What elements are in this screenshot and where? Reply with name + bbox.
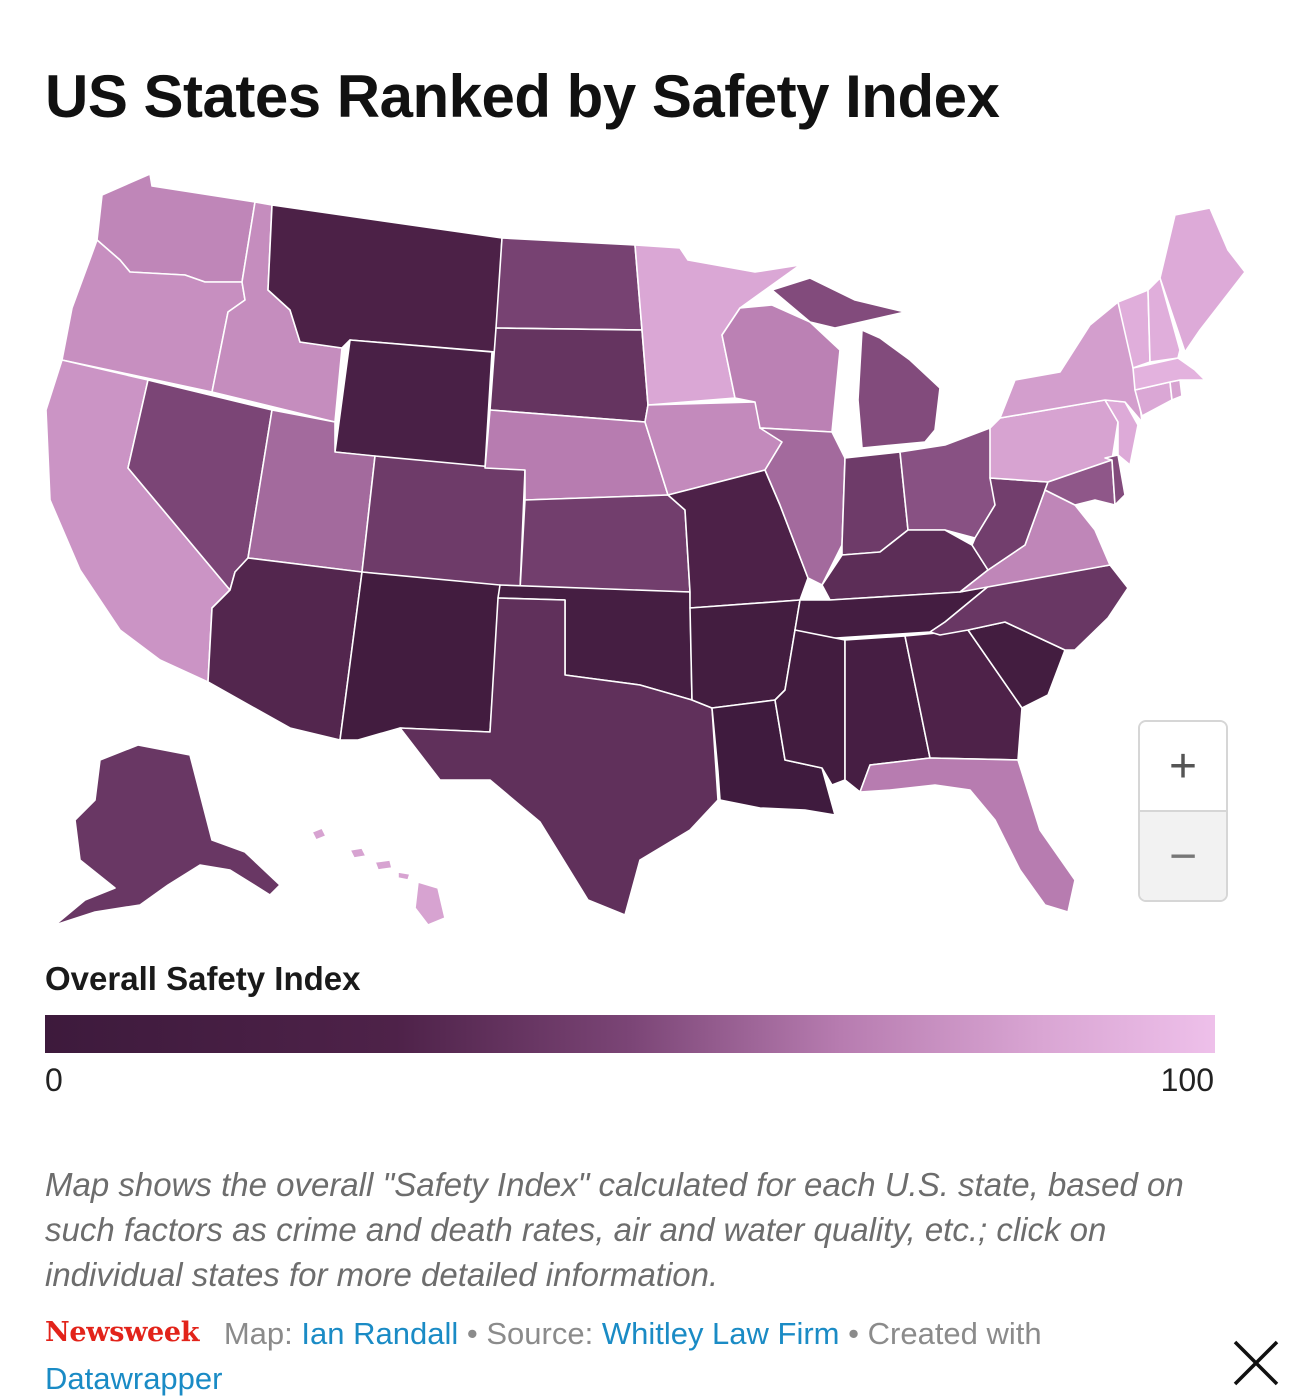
close-button[interactable] [1222,1332,1290,1394]
state-RI[interactable] [1169,379,1183,401]
us-map [0,160,1290,940]
state-FL[interactable] [859,757,1076,913]
zoom-in-button[interactable]: + [1140,722,1226,812]
state-SD[interactable] [489,327,649,423]
state-KS[interactable] [519,494,691,593]
source-link[interactable]: Whitley Law Firm [601,1316,840,1351]
state-ND[interactable] [495,237,643,331]
state-NC[interactable] [929,564,1129,651]
zoom-controls: + − [1138,720,1228,902]
close-icon [1233,1340,1279,1386]
state-OH[interactable] [899,427,996,539]
legend-min-label: 0 [45,1062,63,1098]
separator-1: • [466,1316,478,1351]
state-AK[interactable] [54,744,281,926]
newsweek-logo[interactable]: Newsweek [45,1317,200,1348]
state-TX[interactable] [399,597,719,916]
map-credit-prefix: Map: [223,1316,293,1351]
state-NH[interactable] [1147,277,1181,363]
legend-title: Overall Safety Index [45,960,361,997]
zoom-out-button[interactable]: − [1140,812,1226,900]
state-MI[interactable] [771,277,941,449]
datawrapper-link[interactable]: Datawrapper [45,1361,223,1396]
separator-2: • [848,1316,859,1351]
state-IL[interactable] [759,427,846,586]
state-WY[interactable] [334,339,493,469]
state-HI[interactable] [311,827,446,926]
state-MT[interactable] [267,204,503,353]
map-description: Map shows the overall "Safety Index" cal… [45,1166,1184,1293]
chart-title: US States Ranked by Safety Index [45,63,1000,130]
map-author-link[interactable]: Ian Randall [301,1316,459,1351]
state-AZ[interactable] [207,557,363,741]
legend-color-bar [45,1015,1215,1053]
state-DE[interactable] [1104,454,1126,506]
footer-credits: Newsweek Map: Ian Randall • Source: Whit… [45,1312,1145,1400]
legend-max-label: 100 [1160,1062,1214,1098]
source-prefix: Source: [486,1316,594,1351]
state-NM[interactable] [339,571,501,741]
state-ME[interactable] [1159,207,1246,353]
state-CO[interactable] [361,455,526,591]
state-MA[interactable] [1132,357,1206,391]
created-with-prefix: Created with [867,1316,1042,1351]
